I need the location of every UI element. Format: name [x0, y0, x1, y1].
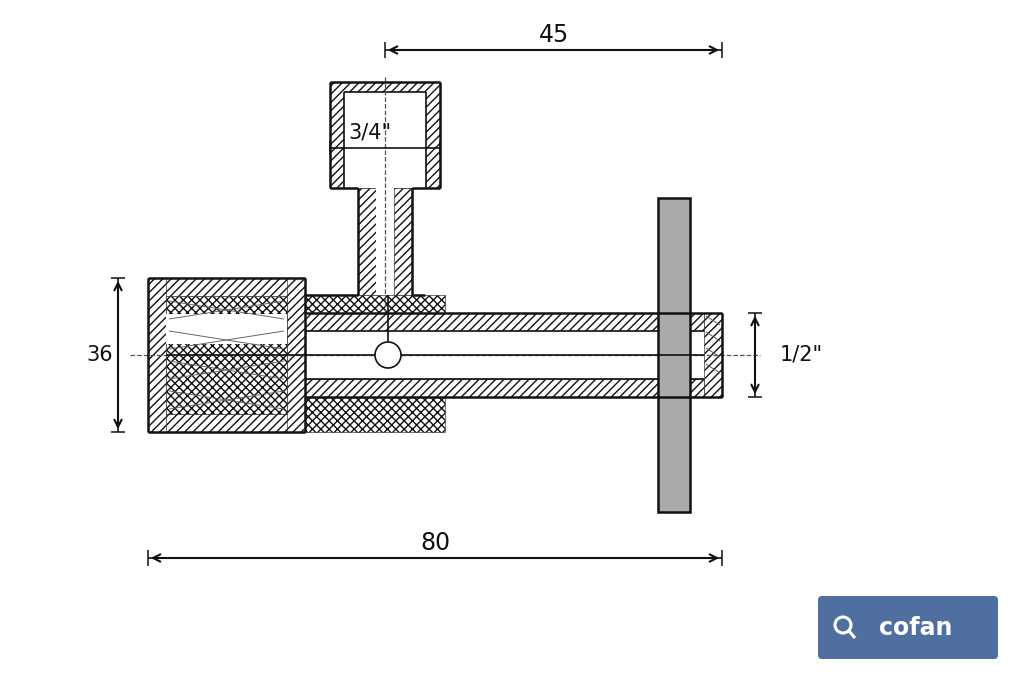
Bar — [305, 313, 722, 397]
Bar — [166, 296, 287, 414]
Bar — [305, 379, 705, 397]
Text: cofan: cofan — [880, 616, 952, 640]
Bar — [658, 198, 690, 512]
Bar — [287, 278, 305, 432]
Bar — [330, 82, 440, 188]
Circle shape — [375, 342, 401, 368]
Bar — [705, 313, 722, 397]
Bar — [166, 314, 287, 344]
Bar — [330, 82, 440, 188]
Text: 36: 36 — [87, 345, 114, 365]
Bar — [358, 188, 376, 295]
Bar — [344, 92, 426, 188]
Bar — [376, 188, 394, 295]
Text: 1/2": 1/2" — [780, 345, 823, 365]
Bar — [358, 188, 412, 295]
Bar — [305, 313, 705, 331]
Bar — [148, 278, 305, 432]
Bar — [394, 188, 412, 295]
Bar — [148, 414, 305, 432]
Bar — [148, 278, 166, 432]
Text: 80: 80 — [420, 531, 451, 555]
Text: 3/4": 3/4" — [348, 123, 391, 143]
Bar — [305, 331, 705, 379]
FancyBboxPatch shape — [818, 596, 998, 659]
Bar — [148, 278, 305, 296]
Text: 45: 45 — [539, 23, 568, 47]
Bar — [305, 295, 445, 432]
Bar — [305, 295, 445, 432]
